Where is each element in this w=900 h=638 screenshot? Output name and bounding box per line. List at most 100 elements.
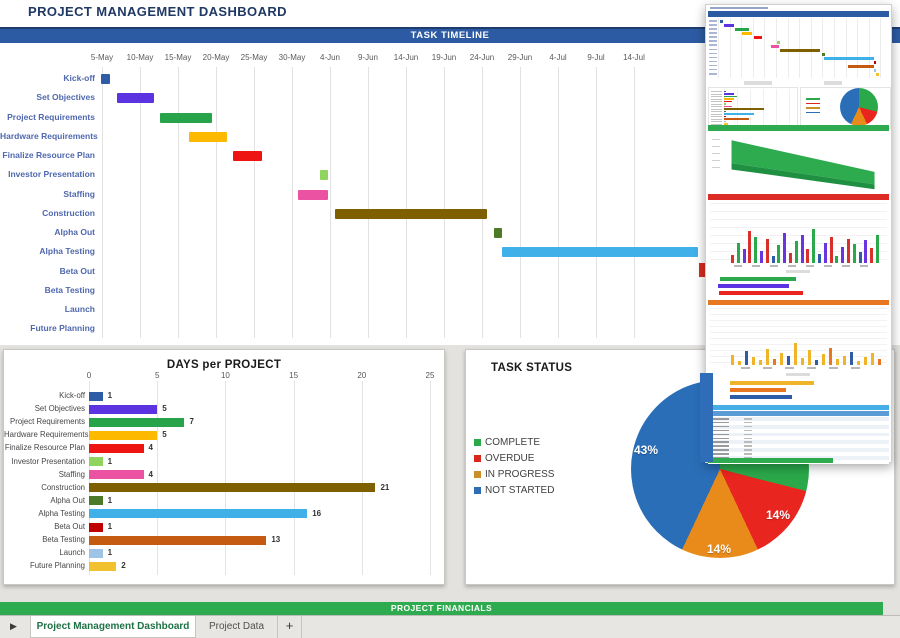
mini-red-column	[858, 252, 862, 263]
legend-swatch	[474, 486, 481, 494]
days-category-label: Construction	[41, 482, 85, 492]
gantt-gridline	[330, 67, 331, 338]
mini-gold-hline	[710, 344, 887, 345]
mini-table-cell-dash	[744, 445, 752, 447]
days-value-label: 7	[189, 417, 194, 427]
mini-days-bar	[724, 98, 734, 100]
mini-table-cell-dash	[711, 441, 729, 443]
mini-table-cell-dash	[711, 449, 729, 451]
mini-table-cell-dash	[744, 457, 752, 459]
mini-red-column	[818, 254, 821, 263]
mini-axis-dash	[806, 265, 814, 267]
mini-bottom-green-bar	[708, 458, 833, 463]
gantt-date-tick: 29-Jun	[507, 53, 533, 62]
sheet-nav-arrow-icon[interactable]: ▶	[10, 621, 17, 631]
mini-days-label-dash	[711, 103, 722, 105]
mini-red-column	[876, 235, 879, 263]
mini-gold-hline	[710, 338, 887, 339]
mini-gold-column	[850, 352, 853, 365]
mini-table-header-row	[708, 411, 889, 416]
gantt-task-label: Launch	[64, 304, 95, 314]
mini-days-bar	[724, 110, 726, 113]
mini-days-bar	[724, 100, 732, 103]
page-title: PROJECT MANAGEMENT DASHBOARD	[28, 4, 287, 19]
mini-red-hline	[710, 219, 887, 220]
mini-days-label-dash	[711, 98, 722, 100]
mini-gantt-label-dash	[709, 24, 717, 26]
mini-gold-column	[745, 351, 748, 365]
mini-gold-column	[822, 354, 825, 365]
mini-days-label-dash	[711, 123, 722, 125]
legend-label: IN PROGRESS	[485, 469, 555, 480]
mini-gantt-label-dash	[709, 28, 717, 30]
mini-red-column	[748, 231, 752, 263]
days-value-label: 21	[380, 482, 390, 492]
mini-gantt-bar	[824, 57, 874, 60]
mini-title-dash	[710, 6, 768, 9]
days-bar	[89, 417, 185, 427]
gantt-date-tick: 30-May	[278, 53, 306, 62]
gantt-gridline	[216, 67, 217, 338]
days-bar	[89, 457, 103, 466]
mini-gold-column	[787, 356, 790, 365]
mini-gantt-gridline	[834, 18, 835, 78]
mini-gold-hline	[710, 314, 887, 315]
mini-axis-dash	[829, 367, 838, 369]
mini-gold-column	[864, 357, 867, 365]
gantt-date-tick: 15-May	[164, 53, 192, 62]
mini-table-cell-dash	[711, 457, 729, 459]
days-value-label: 2	[121, 561, 126, 571]
days-bar	[89, 496, 103, 506]
mini-days-label-dash	[711, 121, 722, 123]
gantt-task-label: Finalize Resource Plan	[2, 150, 95, 160]
gantt-date-tick: 5-May	[90, 53, 114, 62]
mini-red-column	[841, 247, 845, 263]
mini-days-gridline	[750, 89, 751, 125]
mini-gantt-bar	[735, 28, 749, 31]
mini-gantt-label-dash	[709, 44, 717, 46]
mini-hbar	[718, 284, 789, 288]
tab-project-data[interactable]: Project Data	[196, 616, 278, 638]
mini-chart-title-chip	[744, 81, 772, 85]
legend-item: COMPLETE	[474, 437, 584, 448]
gantt-task-label: Beta Testing	[44, 284, 95, 295]
mini-red-column	[870, 248, 874, 263]
gantt-task-label: Alpha Out	[54, 227, 95, 237]
mini-axis-dash	[741, 367, 750, 369]
days-category-label: Launch	[59, 548, 85, 558]
mini-gold-column	[857, 361, 860, 365]
mini-gantt-label-dash	[709, 20, 717, 22]
sheet-tab-bar: ▶ Project Management Dashboard Project D…	[0, 615, 900, 638]
days-bar	[89, 522, 103, 532]
mini-red-column	[806, 249, 810, 263]
mini-gantt-label-dash	[709, 32, 717, 34]
add-sheet-button[interactable]: +	[278, 616, 302, 638]
mini-red-hline	[710, 203, 887, 204]
mini-3d-axis-dash	[712, 160, 720, 161]
gantt-date-tick: 25-May	[240, 53, 268, 62]
mini-legend-dash	[806, 98, 820, 100]
gantt-gridline	[406, 67, 407, 338]
mini-table-row	[708, 452, 889, 456]
gantt-bar	[298, 189, 328, 200]
gantt-date-tick: 9-Jun	[357, 53, 379, 62]
mini-gold-hline	[710, 350, 887, 351]
mini-gantt-gridline	[845, 18, 847, 78]
gantt-bar	[233, 151, 262, 161]
mini-red-column	[736, 243, 740, 263]
mini-red-column	[852, 244, 856, 263]
days-value-label: 1	[107, 495, 113, 505]
days-value-label: 4	[148, 469, 153, 479]
mini-table-cell-dash	[744, 433, 752, 436]
mini-table-cell-dash	[744, 437, 752, 439]
mini-table-cell-dash	[744, 418, 752, 420]
days-bar	[89, 548, 103, 558]
mini-days-bar	[724, 105, 732, 108]
mini-table-row	[708, 428, 889, 433]
tab-project-management-dashboard[interactable]: Project Management Dashboard	[30, 616, 196, 638]
mini-gold-column	[801, 358, 804, 365]
mini-gold-column	[759, 360, 762, 365]
mini-gantt-label-dash	[709, 73, 717, 75]
mini-red-header	[708, 194, 889, 200]
mini-red-column	[835, 256, 839, 263]
